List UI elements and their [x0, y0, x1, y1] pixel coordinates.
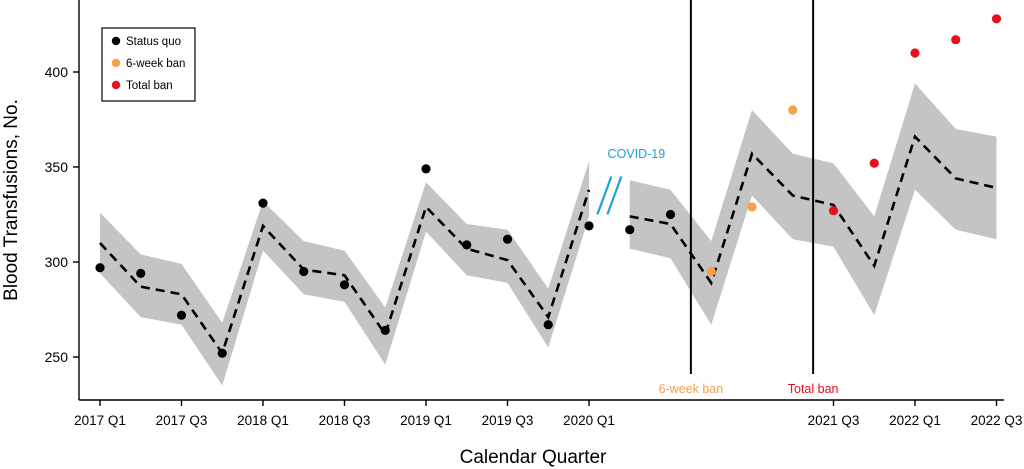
- x-tick-label-2019-q3: 2019 Q3: [482, 413, 534, 428]
- legend-label-1: Status quo: [126, 36, 181, 48]
- legend-marker-3: [111, 80, 121, 90]
- confidence-band-segment-1: [100, 161, 589, 386]
- x-tick-label-2021-q3: 2021 Q3: [808, 413, 860, 428]
- point-status-quo-12: [543, 320, 553, 330]
- legend-marker-1: [111, 36, 121, 46]
- point-total-ban-3: [910, 48, 920, 58]
- covid-label: COVID-19: [608, 147, 666, 161]
- point-status-quo-8: [380, 325, 390, 335]
- point-status-quo-4: [217, 348, 227, 358]
- legend-marker-2: [111, 58, 121, 68]
- covid-break-mark-2: [606, 176, 623, 215]
- x-tick-label-2018-q1: 2018 Q1: [237, 413, 289, 428]
- covid-break-layer: COVID-19: [596, 147, 666, 215]
- point-status-quo-9: [421, 164, 431, 174]
- x-tick-label-2017-q1: 2017 Q1: [74, 413, 126, 428]
- point-status-quo-5: [258, 198, 268, 208]
- legend-label-2: 6-week ban: [126, 58, 185, 70]
- point-status-quo-14: [625, 225, 635, 235]
- point-status-quo-7: [339, 280, 350, 290]
- point-status-quo-10: [462, 240, 472, 250]
- x-tick-label-2019-q1: 2019 Q1: [400, 413, 452, 428]
- policy-lines-layer: 6-week ban Total ban: [659, 0, 839, 396]
- x-tick-label-2018-q3: 2018 Q3: [319, 413, 371, 428]
- point-status-quo-6: [299, 266, 309, 277]
- point-total-ban-1: [828, 206, 839, 216]
- point-total-ban-2: [869, 158, 879, 168]
- legend: Status quo 6-week ban Total ban: [101, 27, 196, 102]
- x-tick-label-2020-q1: 2020 Q1: [563, 413, 615, 428]
- x-tick-label-2022-q3: 2022 Q3: [971, 413, 1023, 428]
- y-tick-label-400: 400: [45, 64, 69, 80]
- total-ban-label: Total ban: [788, 382, 839, 396]
- covid-break-mark-1: [596, 176, 613, 215]
- point-status-quo-2: [136, 268, 146, 278]
- point-6-week-ban-1: [706, 266, 716, 277]
- axes-layer: 250 300 350 400 2017 Q1 2017 Q3 2018 Q1 2018 Q3…: [45, 0, 1023, 428]
- point-6-week-ban-2: [747, 202, 757, 212]
- y-tick-label-250: 250: [45, 349, 69, 365]
- observed-points-layer: [95, 14, 1002, 358]
- point-total-ban-4: [951, 35, 961, 45]
- predicted-mean-line-segment-1: [99, 189, 591, 357]
- x-axis-title: Calendar Quarter: [460, 447, 607, 468]
- y-axis-title: Blood Transfusions, No.: [1, 99, 22, 301]
- point-6-week-ban-3: [788, 105, 798, 115]
- point-status-quo-1: [95, 263, 105, 273]
- x-tick-label-2017-q3: 2017 Q3: [156, 413, 208, 428]
- point-status-quo-11: [502, 234, 513, 244]
- legend-label-3: Total ban: [126, 80, 173, 92]
- x-tick-label-2022-q1: 2022 Q1: [889, 413, 941, 428]
- point-status-quo-15: [665, 209, 676, 220]
- confidence-band-layer: [100, 83, 997, 386]
- y-tick-label-300: 300: [45, 254, 69, 270]
- point-total-ban-5: [991, 14, 1002, 24]
- point-status-quo-13: [584, 221, 594, 231]
- y-tick-label-350: 350: [45, 159, 69, 175]
- six-week-ban-label: 6-week ban: [659, 382, 724, 396]
- point-status-quo-3: [176, 310, 187, 320]
